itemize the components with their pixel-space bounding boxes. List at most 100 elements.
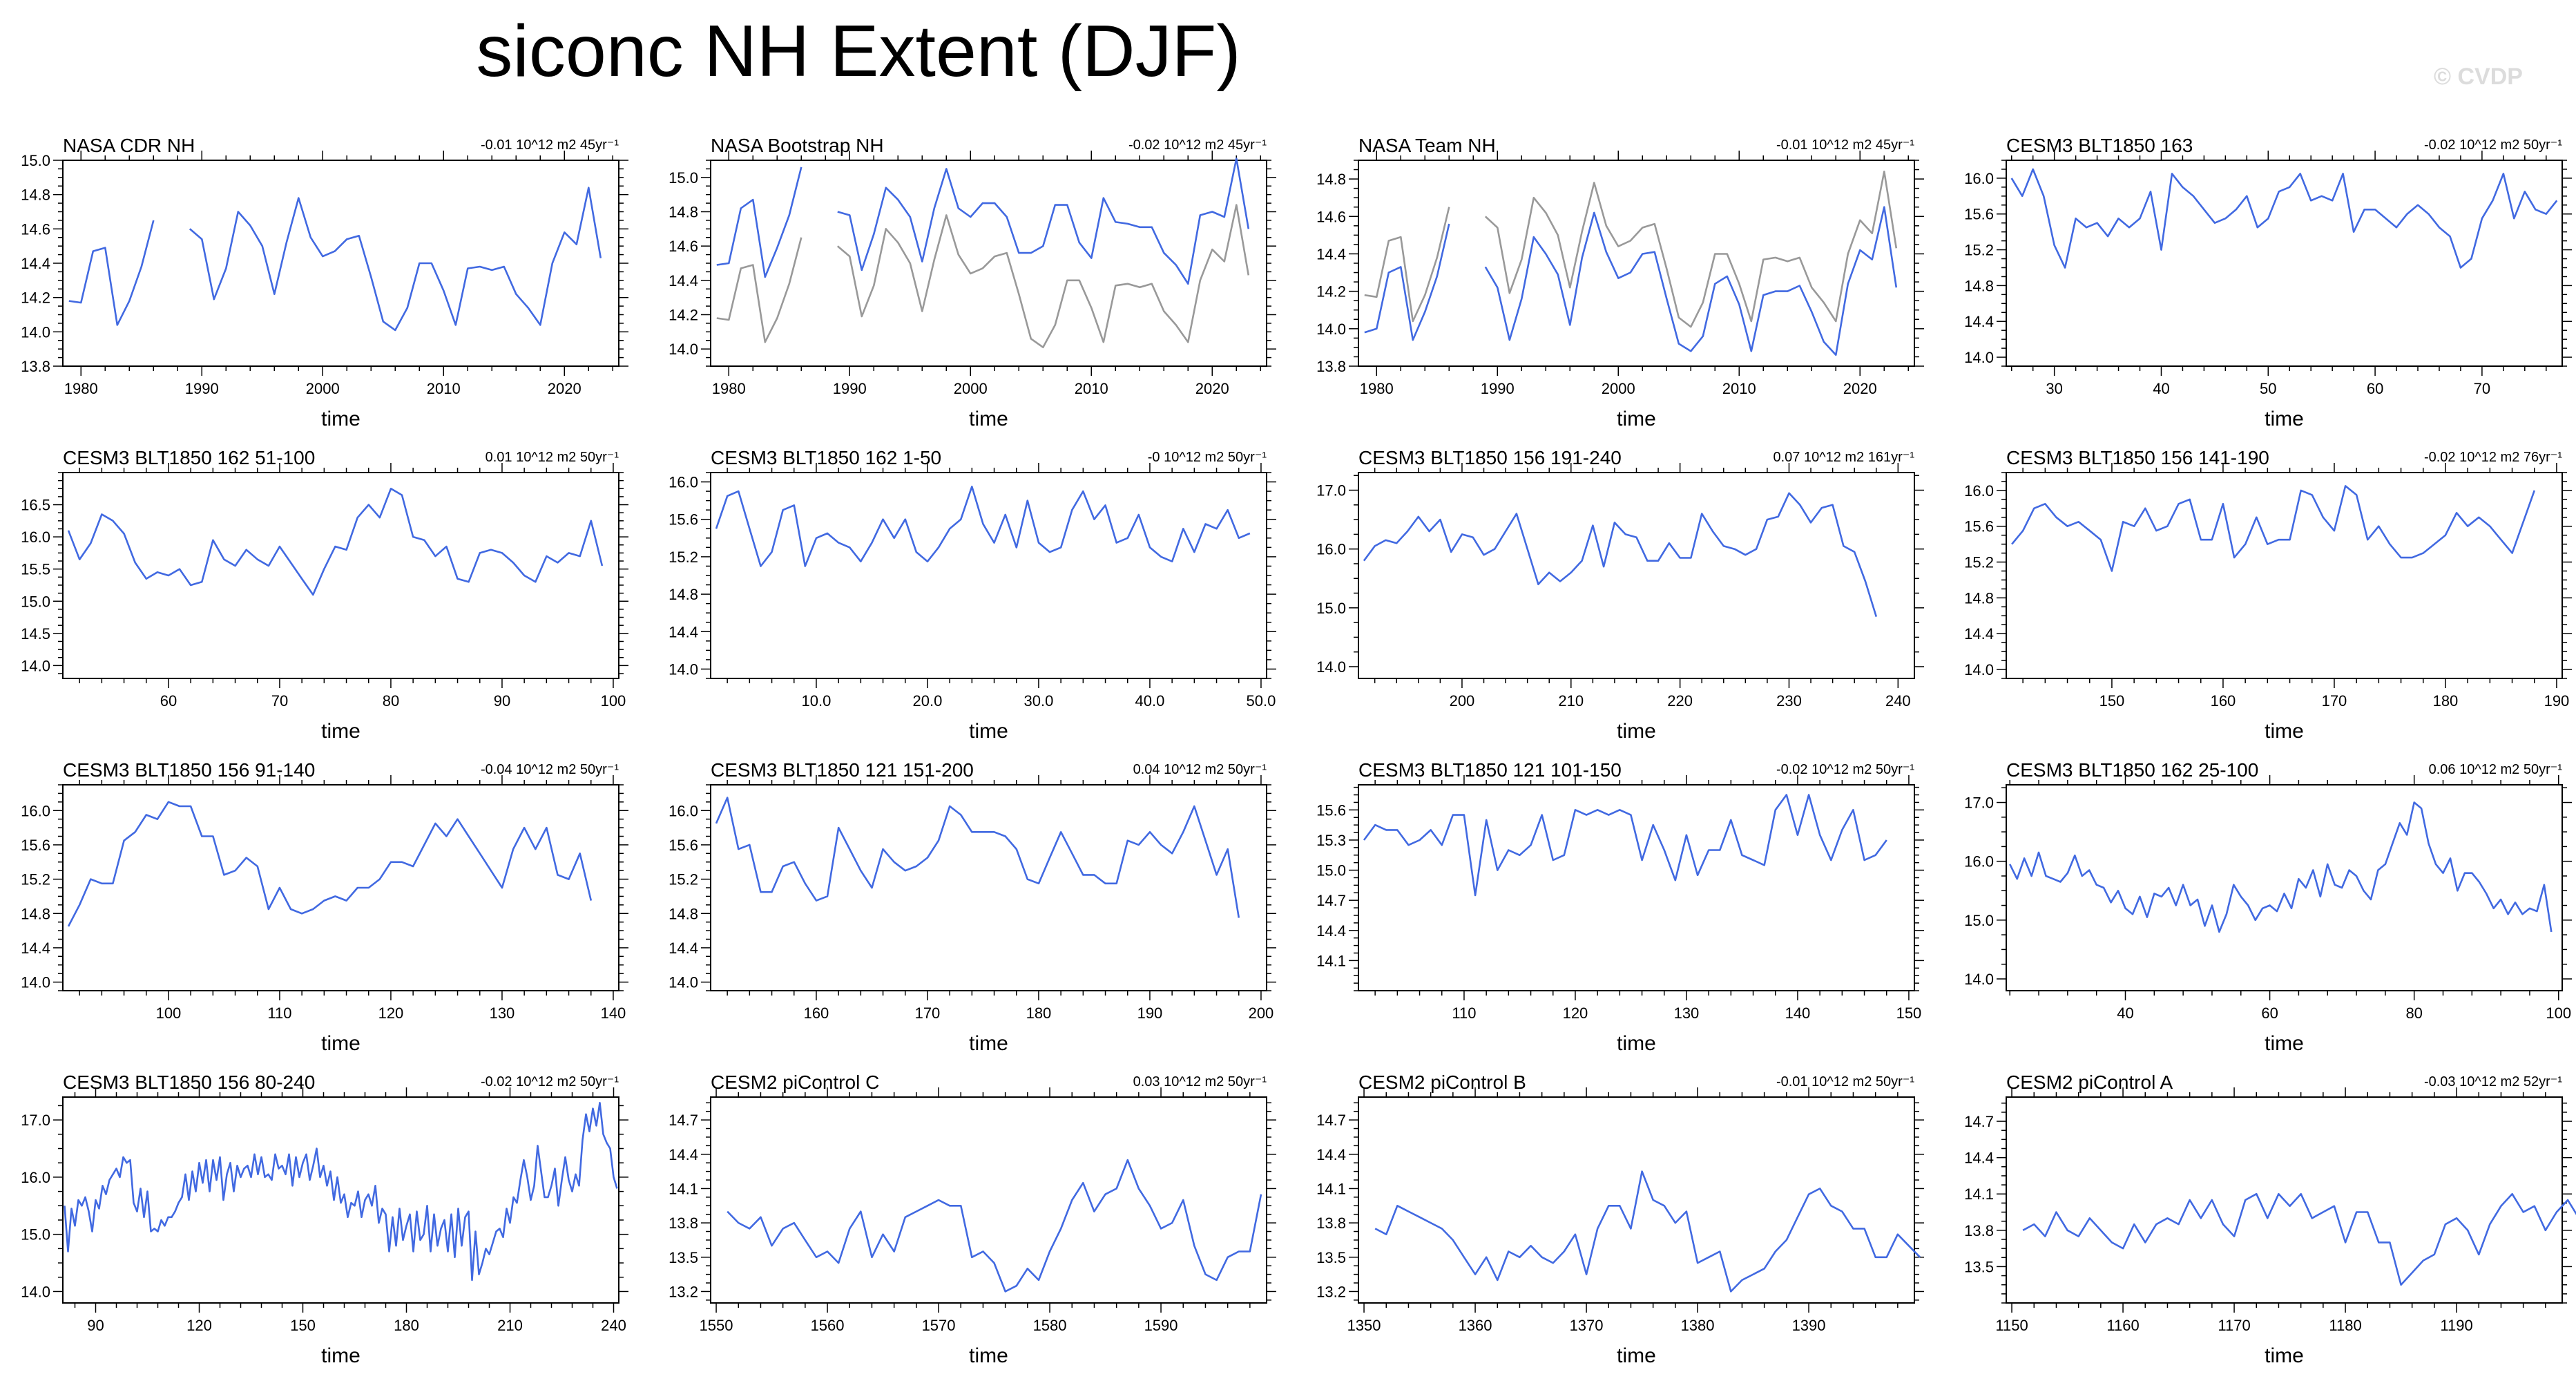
plot-frame <box>2006 160 2563 367</box>
y-tick-label: 16.0 <box>21 1169 50 1186</box>
reference-series-line <box>1364 171 1898 328</box>
panel-title: CESM3 BLT1850 162 25-100 <box>2006 759 2258 781</box>
x-tick-label: 160 <box>2211 692 2236 710</box>
chart-panel-13: CESM3 BLT1850 156 80-240 -0.02 10^12 m2 5… <box>21 1072 628 1367</box>
y-tick-label: 14.6 <box>1316 208 1346 225</box>
series-line <box>2010 168 2558 269</box>
x-axis-title: time <box>969 408 1008 430</box>
series-line <box>1363 794 1887 897</box>
y-tick-label: 14.8 <box>1964 589 1994 607</box>
y-tick-label: 13.8 <box>1964 1222 1994 1239</box>
x-tick-label: 180 <box>2433 692 2459 710</box>
y-tick-label: 14.4 <box>1316 1146 1346 1163</box>
panel-trend-label: 0.01 10^12 m2 50yr⁻¹ <box>486 450 619 465</box>
series-line <box>2009 801 2553 933</box>
y-tick-label: 16.0 <box>669 474 698 491</box>
x-tick-label: 1570 <box>922 1317 956 1334</box>
y-tick-label: 13.8 <box>669 1215 698 1232</box>
panel-title: CESM2 piControl B <box>1358 1072 1526 1093</box>
y-tick-label: 14.0 <box>669 974 698 991</box>
x-tick-label: 1160 <box>2106 1317 2139 1334</box>
y-tick-label: 15.2 <box>1964 554 1994 571</box>
y-tick-label: 16.0 <box>1964 170 1994 187</box>
x-tick-label: 200 <box>1249 1005 1274 1022</box>
series-line <box>1374 1170 1921 1293</box>
y-tick-label: 14.4 <box>1964 313 1994 330</box>
panel-title: CESM2 piControl C <box>711 1072 879 1093</box>
plot-frame <box>2006 472 2563 679</box>
x-tick-label: 1170 <box>2218 1317 2250 1334</box>
panel-title: CESM3 BLT1850 121 151-200 <box>711 759 974 781</box>
x-tick-label: 140 <box>601 1005 626 1022</box>
y-tick-label: 13.8 <box>1316 1215 1346 1232</box>
panel-trend-label: 0.03 10^12 m2 50yr⁻¹ <box>1133 1074 1267 1089</box>
cvdp-watermark: © CVDP <box>2434 64 2523 90</box>
plot-frame <box>710 472 1267 679</box>
panel-trend-label: 0.06 10^12 m2 50yr⁻¹ <box>2429 762 2563 777</box>
panel-trend-label: -0 10^12 m2 50yr⁻¹ <box>1148 450 1267 465</box>
x-tick-label: 2010 <box>1075 380 1108 397</box>
series-line <box>2011 485 2536 572</box>
chart-panel-1: NASA CDR NH -0.01 10^12 m2 45yr⁻¹ 1980 1990… <box>21 135 628 430</box>
y-tick-label: 13.5 <box>669 1249 698 1266</box>
x-tick-label: 2000 <box>1602 380 1635 397</box>
x-tick-label: 160 <box>804 1005 829 1022</box>
y-tick-label: 14.7 <box>1316 892 1346 909</box>
y-tick-label: 16.0 <box>1316 541 1346 558</box>
x-tick-label: 1390 <box>1792 1317 1826 1334</box>
plot-frame <box>1358 784 1915 991</box>
x-axis-title: time <box>969 1032 1008 1055</box>
x-tick-label: 60 <box>2367 380 2383 397</box>
chart-panel-8: CESM3 BLT1850 156 141-190 -0.02 10^12 m2 … <box>1964 447 2572 743</box>
y-tick-label: 17.0 <box>1316 482 1346 499</box>
y-tick-label: 14.6 <box>21 220 50 238</box>
x-tick-label: 40 <box>2153 380 2169 397</box>
y-tick-label: 14.8 <box>669 905 698 922</box>
y-tick-label: 14.2 <box>669 307 698 324</box>
chart-panel-3: NASA Team NH -0.01 10^12 m2 45yr⁻¹ 1980 199… <box>1316 135 1924 430</box>
panel-title: NASA CDR NH <box>63 135 195 156</box>
y-tick-label: 15.5 <box>21 561 50 578</box>
x-axis-title: time <box>969 1344 1008 1367</box>
x-tick-label: 60 <box>160 692 177 710</box>
y-tick-label: 14.5 <box>21 625 50 642</box>
y-tick-label: 15.6 <box>1964 206 1994 223</box>
panel-trend-label: -0.01 10^12 m2 45yr⁻¹ <box>481 137 619 153</box>
panel-title: CESM3 BLT1850 121 101-150 <box>1358 759 1622 781</box>
y-tick-label: 14.2 <box>1316 283 1346 301</box>
x-tick-label: 100 <box>156 1005 182 1022</box>
x-axis-title: time <box>969 720 1008 743</box>
x-tick-label: 90 <box>87 1317 104 1334</box>
y-tick-label: 14.0 <box>1316 321 1346 338</box>
y-tick-label: 16.0 <box>1964 482 1994 499</box>
panel-trend-label: -0.03 10^12 m2 52yr⁻¹ <box>2424 1074 2562 1089</box>
x-tick-label: 30.0 <box>1024 692 1054 710</box>
y-tick-label: 15.0 <box>669 169 698 187</box>
x-tick-label: 70 <box>271 692 288 710</box>
x-tick-label: 180 <box>1026 1005 1052 1022</box>
y-tick-label: 14.0 <box>1964 661 1994 678</box>
series-line <box>64 1102 618 1282</box>
x-tick-label: 70 <box>2474 380 2490 397</box>
y-tick-label: 14.1 <box>1316 952 1346 969</box>
x-tick-label: 130 <box>1674 1005 1700 1022</box>
y-tick-label: 14.8 <box>1964 277 1994 294</box>
chart-panel-15: CESM2 piControl B -0.01 10^12 m2 50yr⁻¹ 13… <box>1316 1072 1924 1367</box>
reference-series-line <box>716 204 1250 348</box>
series-line <box>716 158 1250 285</box>
x-tick-label: 150 <box>2099 692 2125 710</box>
x-tick-label: 130 <box>490 1005 515 1022</box>
y-tick-label: 14.4 <box>669 272 698 289</box>
y-tick-label: 15.3 <box>1316 832 1346 849</box>
y-tick-label: 14.0 <box>669 660 698 678</box>
x-axis-title: time <box>2265 1032 2304 1055</box>
panel-trend-label: -0.01 10^12 m2 50yr⁻¹ <box>1776 1074 1914 1089</box>
plot-frame <box>62 472 619 679</box>
x-axis-title: time <box>2265 408 2304 430</box>
x-tick-label: 110 <box>1452 1005 1476 1022</box>
y-tick-label: 16.0 <box>1964 853 1994 870</box>
y-tick-label: 16.0 <box>669 802 698 819</box>
y-tick-label: 15.6 <box>1316 801 1346 819</box>
x-axis-title: time <box>1617 1032 1656 1055</box>
plot-frame <box>710 784 1267 991</box>
